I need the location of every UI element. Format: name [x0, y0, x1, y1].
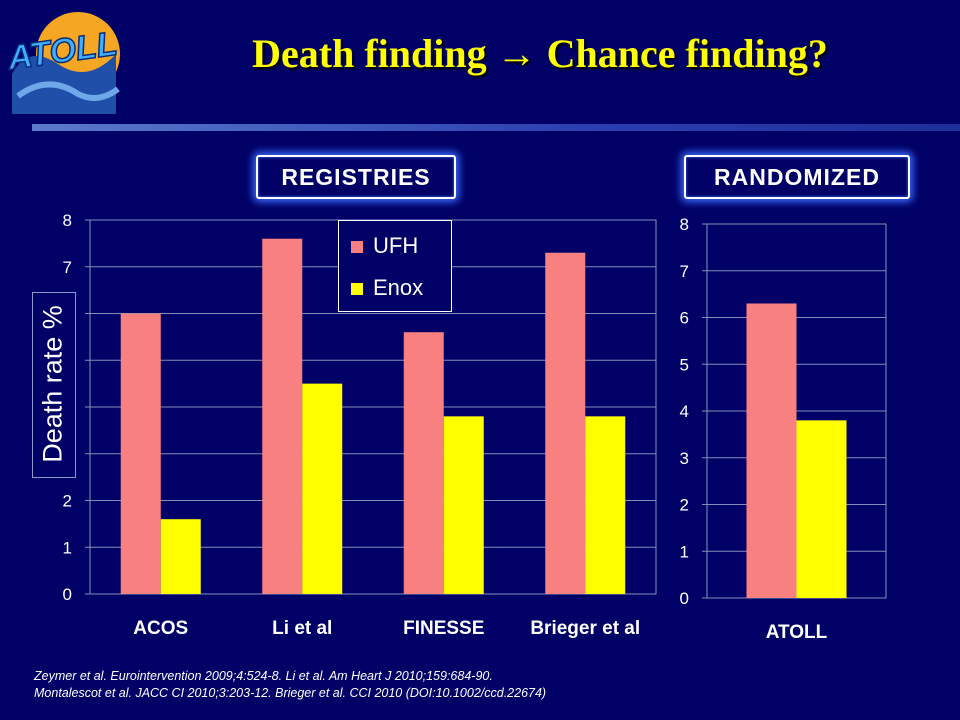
- registries-bar-enox-li-et-al: [302, 383, 343, 594]
- randomized-label: RANDOMIZED: [684, 155, 910, 199]
- references: Zeymer et al. Eurointervention 2009;4:52…: [34, 668, 934, 702]
- atoll-logo: ATOLL: [8, 12, 120, 114]
- legend-item-ufh: UFH: [351, 231, 418, 261]
- randomized-y-tick-label: 7: [680, 262, 689, 281]
- registries-category-label: Li et al: [272, 618, 332, 639]
- registries-bar-ufh-acos: [120, 313, 161, 594]
- randomized-y-tick-label: 2: [680, 496, 689, 515]
- slide-title: Death finding → Chance finding?: [252, 31, 828, 76]
- registries-bar-ufh-finesse: [403, 332, 444, 594]
- registries-y-tick-label: 8: [63, 211, 72, 230]
- registries-y-tick-label: 0: [63, 585, 72, 604]
- randomized-bar-enox-atoll: [796, 420, 847, 598]
- registries-category-label: ACOS: [133, 618, 188, 639]
- registries-y-tick-label: 1: [63, 538, 72, 557]
- randomized-y-tick-label: 1: [680, 542, 689, 561]
- legend-swatch-enox: [351, 283, 363, 296]
- randomized-y-tick-label: 8: [680, 215, 689, 234]
- registries-bar-enox-finesse: [443, 416, 484, 594]
- randomized-y-tick-label: 0: [680, 589, 689, 608]
- randomized-y-tick-label: 3: [680, 449, 689, 468]
- randomized-y-tick-label: 6: [680, 309, 689, 328]
- legend-swatch-ufh: [351, 241, 363, 254]
- randomized-y-tick-label: 4: [680, 402, 689, 421]
- registries-y-tick-label: 7: [63, 258, 72, 277]
- registries-bar-ufh-li-et-al: [262, 238, 303, 594]
- reference-line-2: Montalescot et al. JACC CI 2010;3:203-12…: [34, 686, 547, 700]
- randomized-chart: 0 1 2 3 4 5 6 7 8 ATOLL: [680, 215, 887, 643]
- chart-legend: UFH Enox: [338, 220, 452, 312]
- registries-bar-ufh-brieger-et-al: [545, 252, 586, 594]
- legend-label-enox: Enox: [373, 275, 424, 300]
- registries-bar-enox-brieger-et-al: [585, 416, 626, 594]
- y-axis-label-box: [32, 292, 76, 478]
- randomized-category-label: ATOLL: [766, 622, 828, 643]
- registries-bar-enox-acos: [160, 519, 201, 594]
- randomized-y-tick-label: 5: [680, 355, 689, 374]
- reference-line-1: Zeymer et al. Eurointervention 2009;4:52…: [34, 669, 493, 683]
- registries-y-tick-label: 2: [63, 492, 72, 511]
- registries-label: REGISTRIES: [256, 155, 456, 199]
- title-divider: [32, 124, 960, 131]
- randomized-bar-ufh-atoll: [746, 303, 797, 598]
- legend-item-enox: Enox: [351, 273, 423, 303]
- registries-category-label: Brieger et al: [530, 618, 640, 639]
- legend-label-ufh: UFH: [373, 233, 419, 258]
- registries-category-label: FINESSE: [403, 618, 484, 639]
- y-axis-label: Death rate %: [37, 305, 68, 463]
